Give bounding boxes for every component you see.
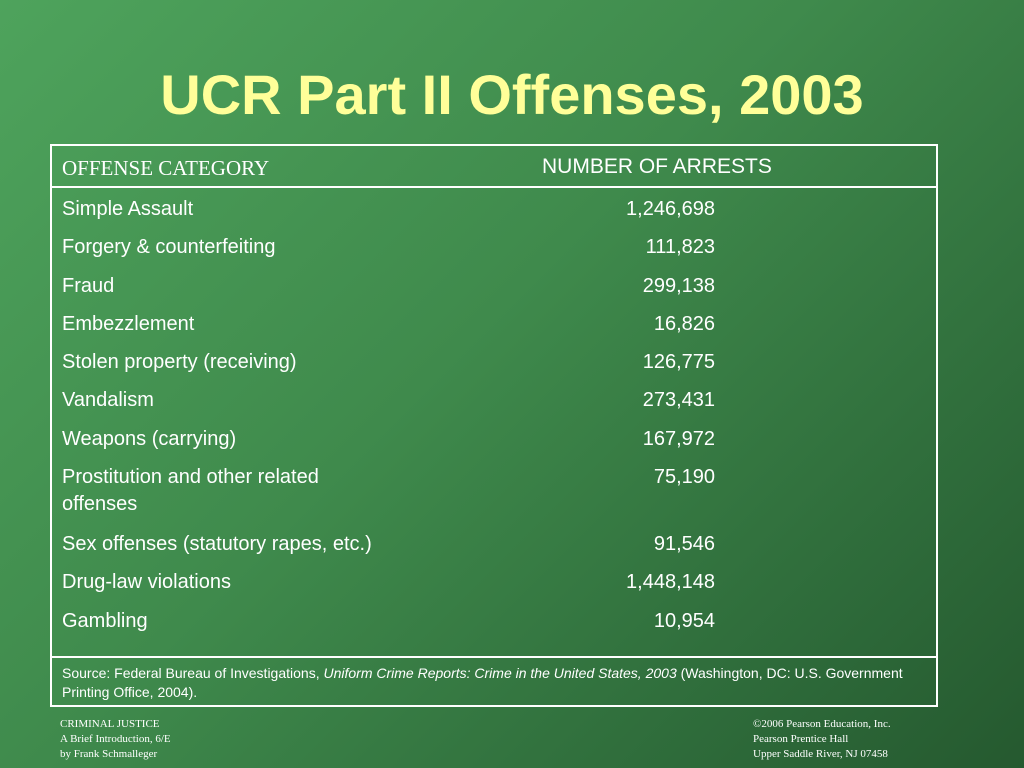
arrest-count: 91,546 xyxy=(653,533,715,556)
table-row: Fraud 299,138 xyxy=(52,271,936,309)
table-row: Stolen property (receiving) 126,775 xyxy=(52,347,936,385)
footer-line: by Frank Schmalleger xyxy=(60,748,158,760)
slide-title: UCR Part II Offenses, 2003 xyxy=(160,63,864,126)
source-title: Uniform Crime Reports: Crime in the Unit… xyxy=(323,665,677,681)
arrest-count: 111,823 xyxy=(645,236,715,259)
arrest-count: 167,972 xyxy=(642,427,715,450)
footer-line: Pearson Prentice Hall xyxy=(753,733,849,745)
offense-name: Drug-law violations xyxy=(62,571,231,594)
offense-name: Prostitution and other related offenses xyxy=(62,466,319,516)
table-row: Weapons (carrying) 167,972 xyxy=(52,424,936,462)
table-row: Embezzlement 16,826 xyxy=(52,309,936,347)
footer-line: A Brief Introduction, 6/E xyxy=(60,733,171,745)
offense-name: Forgery & counterfeiting xyxy=(62,236,276,259)
footer-book-info: CRIMINAL JUSTICE A Brief Introduction, 6… xyxy=(60,717,171,762)
table-row: Gambling 10,954 xyxy=(52,606,936,644)
offense-name: Simple Assault xyxy=(62,198,194,220)
table-row: Vandalism 273,431 xyxy=(52,385,936,423)
table-row: Prostitution and other related offenses … xyxy=(52,462,936,529)
offense-name: Embezzlement xyxy=(62,312,195,335)
arrest-count: 10,954 xyxy=(653,609,715,632)
offense-name: Fraud xyxy=(62,274,115,297)
table-row: Simple Assault 1,246,698 xyxy=(52,194,936,232)
arrest-count: 16,826 xyxy=(653,312,715,335)
offense-name: Stolen property (receiving) xyxy=(62,351,297,374)
arrest-count: 126,775 xyxy=(642,351,715,374)
arrest-count: 1,448,148 xyxy=(626,571,715,594)
arrest-count: 273,431 xyxy=(642,389,715,412)
source-prefix: Source: Federal Bureau of Investigations… xyxy=(62,665,324,681)
footer-line: CRIMINAL JUSTICE xyxy=(60,718,160,730)
footer-copyright: ©2006 Pearson Education, Inc. Pearson Pr… xyxy=(753,717,891,762)
offenses-table: OFFENSE CATEGORY NUMBER OF ARRESTS Simpl… xyxy=(50,144,938,707)
footer-line: ©2006 Pearson Education, Inc. xyxy=(753,718,891,730)
table-row: Forgery & counterfeiting 111,823 xyxy=(52,232,936,270)
offense-name: Sex offenses (statutory rapes, etc.) xyxy=(62,533,372,556)
offense-name: Vandalism xyxy=(62,389,154,412)
offense-name: Weapons (carrying) xyxy=(62,427,237,450)
header-offense-category: OFFENSE CATEGORY xyxy=(62,156,270,180)
footer-line: Upper Saddle River, NJ 07458 xyxy=(753,748,888,760)
arrest-count: 299,138 xyxy=(642,274,715,297)
table-row: Sex offenses (statutory rapes, etc.) 91,… xyxy=(52,529,936,567)
table-header-row: OFFENSE CATEGORY NUMBER OF ARRESTS xyxy=(52,146,936,188)
arrest-count: 1,246,698 xyxy=(626,198,715,220)
table-body: Simple Assault 1,246,698 Forgery & count… xyxy=(52,194,936,644)
source-citation: Source: Federal Bureau of Investigations… xyxy=(52,656,936,707)
table-row: Drug-law violations 1,448,148 xyxy=(52,567,936,605)
arrest-count: 75,190 xyxy=(653,466,715,489)
offense-name: Gambling xyxy=(62,609,148,632)
source-suffix: (Washington, DC: U.S. Government Printin… xyxy=(62,665,903,700)
header-number-of-arrests: NUMBER OF ARRESTS xyxy=(542,155,772,178)
